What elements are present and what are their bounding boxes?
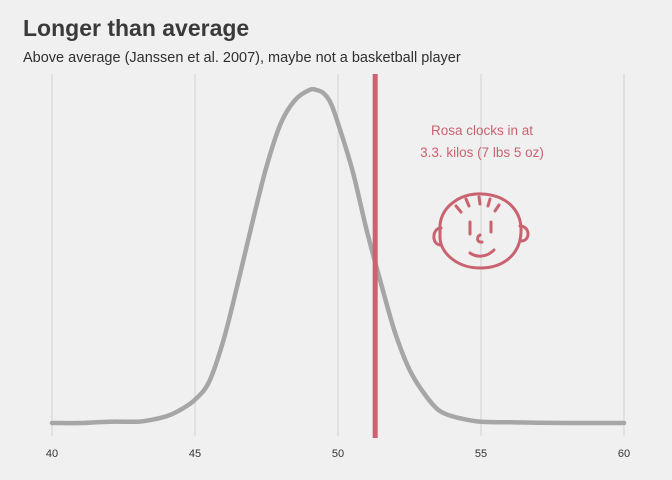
baby-face-icon (432, 192, 530, 270)
x-tick-label-40: 40 (46, 448, 58, 460)
x-tick-label-55: 55 (475, 448, 487, 460)
x-tick-labels: 40 45 50 55 60 (46, 448, 630, 460)
x-tick-label-60: 60 (618, 448, 630, 460)
x-tick-label-50: 50 (332, 448, 344, 460)
chart-title: Longer than average (23, 15, 250, 41)
annotation-line-2: 3.3. kilos (7 lbs 5 oz) (420, 145, 544, 160)
density-line-0 (49, 86, 627, 426)
grid-lines (51, 74, 625, 436)
x-tick-label-45: 45 (189, 448, 201, 460)
annotation: Rosa clocks in at 3.3. kilos (7 lbs 5 oz… (420, 123, 544, 160)
series-layer (49, 86, 627, 426)
chart-subtitle: Above average (Janssen et al. 2007), may… (23, 50, 461, 66)
annotation-line-1: Rosa clocks in at (431, 123, 533, 138)
